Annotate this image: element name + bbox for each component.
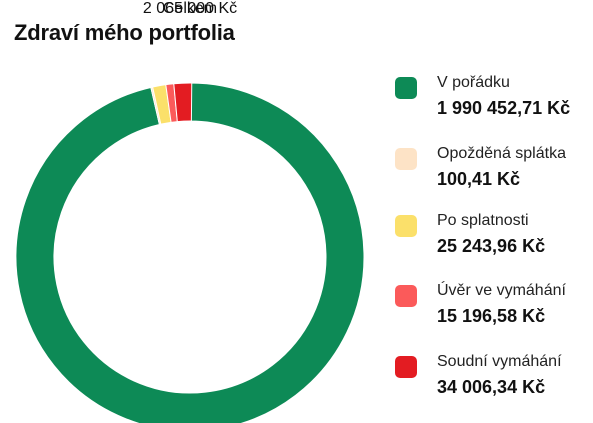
legend-item: Po splatnosti 25 243,96 Kč [395, 212, 590, 262]
legend-name: Po splatnosti [437, 212, 529, 229]
legend-item: Opožděná splátka 100,41 Kč [395, 145, 590, 195]
legend-value: 100,41 Kč [437, 169, 521, 189]
legend-swatch [395, 77, 417, 99]
legend-name: Opožděná splátka [437, 145, 566, 162]
legend-swatch [395, 215, 417, 237]
legend-item: V pořádku 1 990 452,71 Kč [395, 74, 590, 124]
legend-item: Soudní vymáhání 34 006,34 Kč [395, 353, 590, 403]
donut-slice [15, 82, 365, 423]
legend-swatch [395, 356, 417, 378]
legend-value: 34 006,34 Kč [437, 377, 546, 397]
legend-swatch [395, 285, 417, 307]
legend-item: Úvěr ve vymáhání 15 196,58 Kč [395, 282, 590, 332]
center-total: 2 065 000 Kč [142, 0, 238, 17]
legend-value: 15 196,58 Kč [437, 306, 546, 326]
donut-svg [15, 82, 365, 423]
legend-swatch [395, 148, 417, 170]
legend-value: 1 990 452,71 Kč [437, 98, 571, 118]
legend-name: V pořádku [437, 74, 510, 91]
legend-name: Soudní vymáhání [437, 353, 562, 370]
donut-chart: Celkem 2 065 000 Kč [15, 0, 365, 423]
legend-value: 25 243,96 Kč [437, 236, 546, 256]
chart-title: Zdraví mého portfolia [14, 20, 235, 45]
donut-slice [173, 82, 193, 123]
legend-name: Úvěr ve vymáhání [437, 282, 566, 299]
center-label: Celkem [162, 0, 218, 17]
